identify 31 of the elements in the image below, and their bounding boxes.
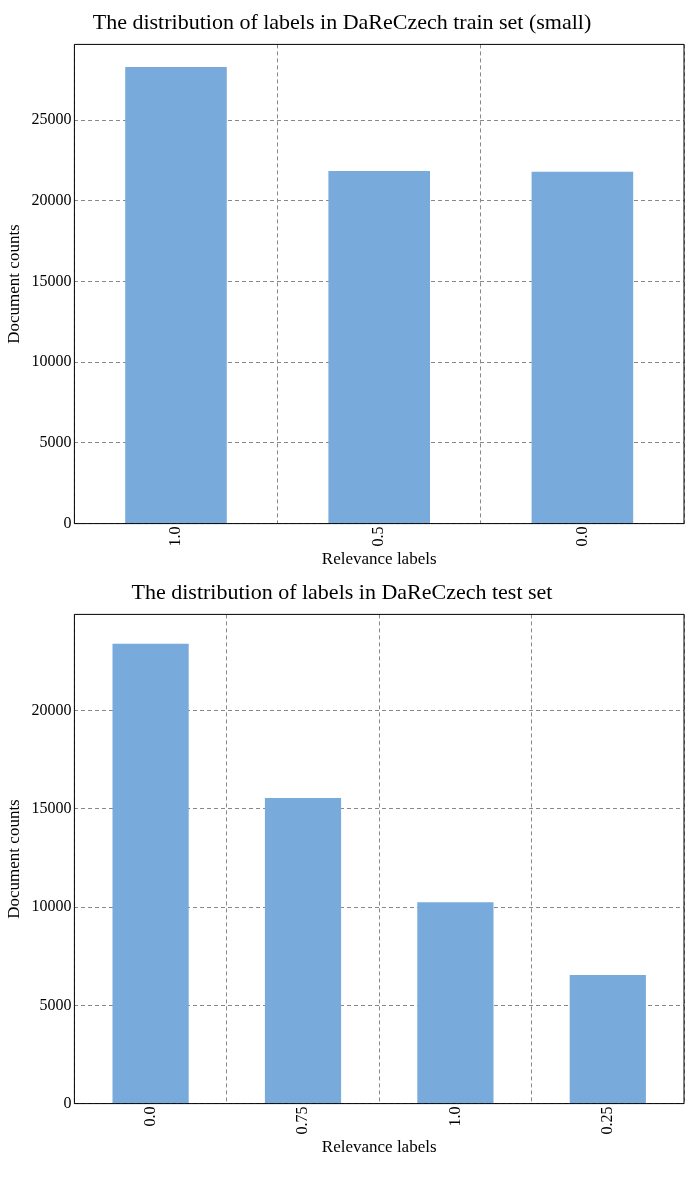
x-tick-label: 1.0: [166, 526, 184, 547]
chart-title: The distribution of labels in DaReCzech train set (small): [92, 8, 592, 34]
y-tick-label: 0: [63, 1093, 72, 1111]
y-axis-title: Document counts: [3, 799, 23, 919]
y-tick-label: 20000: [31, 700, 72, 718]
chart-title: The distribution of labels in DaReCzech test set: [131, 578, 553, 604]
x-tick-label: 0.0: [572, 526, 590, 547]
y-tick-label: 5000: [39, 433, 72, 451]
x-axis-title: Relevance labels: [321, 549, 437, 569]
x-tick-label: 0.0: [140, 1106, 158, 1127]
y-tick-label: 10000: [31, 352, 72, 370]
x-tick-label: 0.75: [293, 1106, 311, 1135]
y-tick-label: 15000: [31, 271, 72, 289]
y-tick-label: 15000: [31, 799, 72, 817]
y-tick-label: 10000: [31, 897, 72, 915]
x-tick-label: 0.25: [598, 1106, 615, 1135]
bar: [569, 974, 646, 1104]
bar: [264, 798, 342, 1104]
y-tick-label: 25000: [31, 110, 72, 128]
x-tick-label: 1.0: [445, 1106, 463, 1127]
bar: [417, 902, 494, 1104]
bar: [328, 171, 430, 524]
y-axis-title: Document counts: [3, 224, 23, 344]
bar: [531, 171, 634, 524]
bar: [112, 643, 189, 1104]
x-axis-title: Relevance labels: [321, 1137, 437, 1157]
x-tick-label: 0.5: [369, 526, 387, 547]
bar: [125, 66, 227, 524]
y-tick-label: 20000: [31, 191, 72, 209]
y-tick-label: 5000: [39, 995, 72, 1013]
y-tick-label: 0: [63, 513, 72, 531]
